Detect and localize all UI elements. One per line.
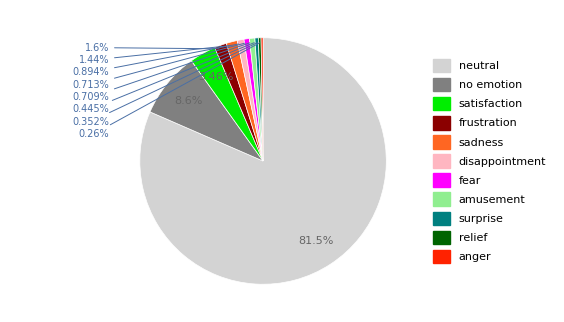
Text: 0.445%: 0.445% (72, 43, 254, 114)
Wedge shape (226, 41, 263, 161)
Wedge shape (249, 38, 263, 161)
Text: 1.6%: 1.6% (85, 43, 219, 52)
Wedge shape (150, 61, 263, 161)
Text: 0.894%: 0.894% (72, 44, 239, 77)
Text: 0.713%: 0.713% (72, 43, 244, 90)
Wedge shape (244, 39, 263, 161)
Text: 0.709%: 0.709% (72, 43, 250, 102)
Text: 8.6%: 8.6% (174, 96, 202, 106)
Text: 1.44%: 1.44% (78, 46, 230, 65)
Text: 0.352%: 0.352% (72, 43, 257, 127)
Wedge shape (261, 38, 263, 161)
Text: 0.26%: 0.26% (78, 43, 259, 139)
Wedge shape (237, 39, 263, 161)
Wedge shape (140, 38, 386, 284)
Wedge shape (258, 38, 263, 161)
Wedge shape (215, 43, 263, 161)
Wedge shape (255, 38, 263, 161)
Text: 81.5%: 81.5% (298, 236, 333, 246)
Legend: neutral, no emotion, satisfaction, frustration, sadness, disappointment, fear, a: neutral, no emotion, satisfaction, frust… (429, 54, 551, 268)
Wedge shape (191, 48, 263, 161)
Text: 3.46%: 3.46% (199, 72, 233, 82)
